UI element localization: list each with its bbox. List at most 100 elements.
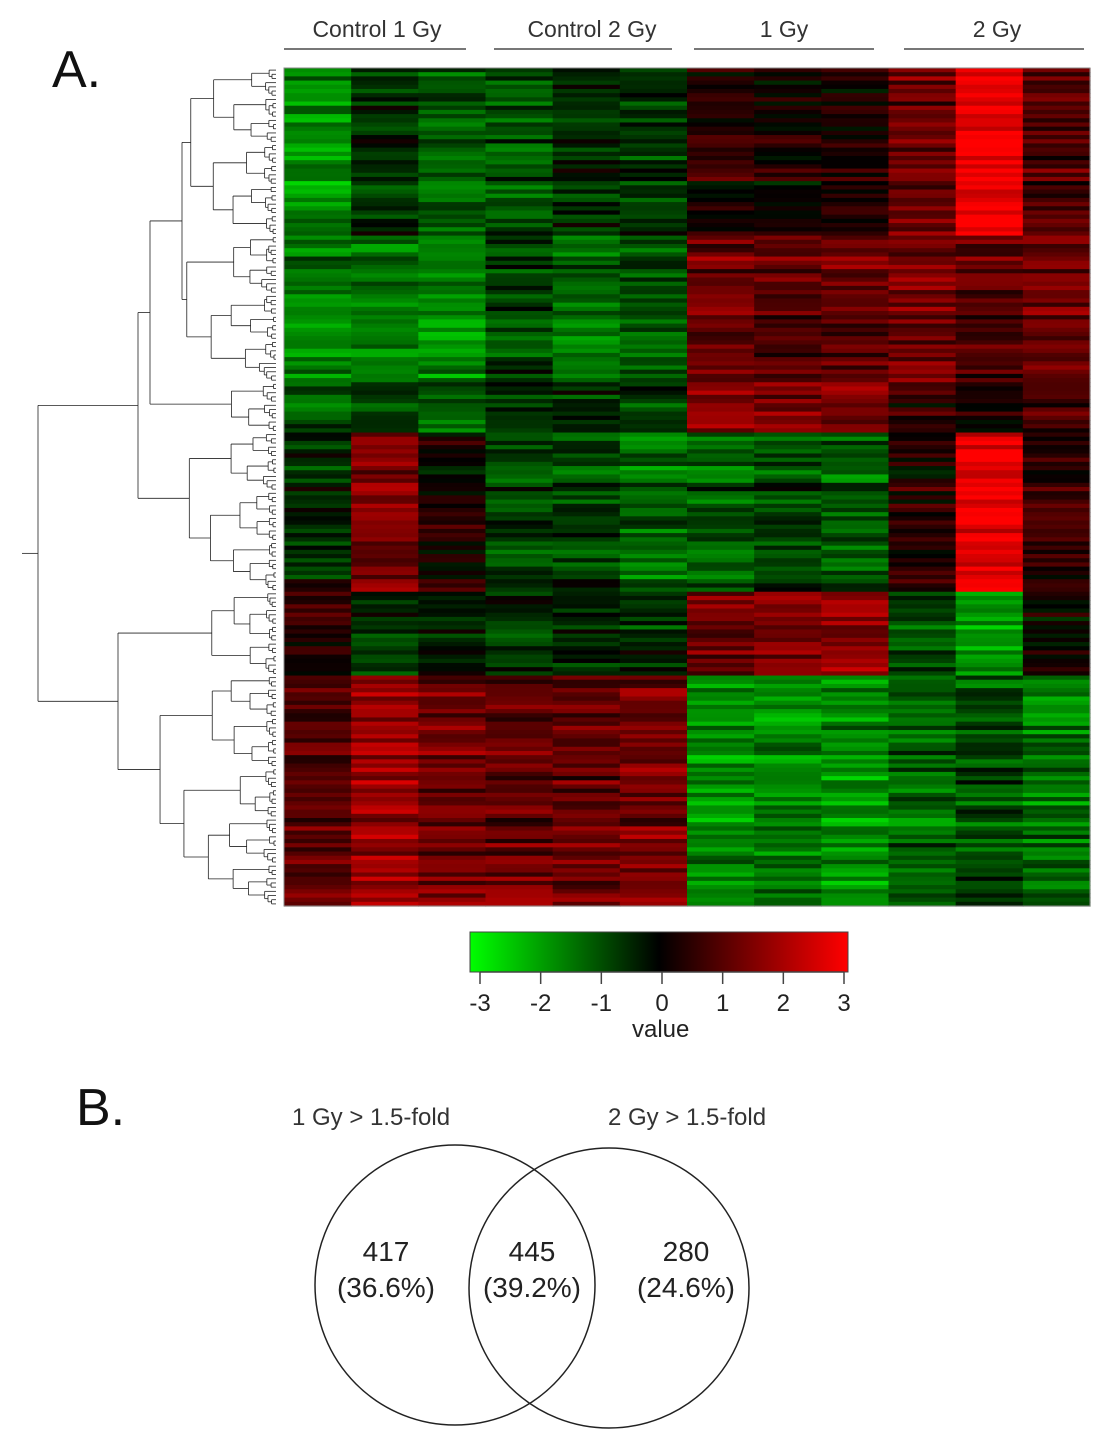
- heatmap-cell: [754, 474, 822, 480]
- heatmap-cell: [485, 285, 554, 291]
- heatmap-cell: [1022, 528, 1091, 534]
- heatmap-cell: [351, 549, 419, 555]
- heatmap-cell: [821, 424, 890, 429]
- heatmap-cell: [687, 562, 755, 568]
- heatmap-cell: [552, 901, 621, 907]
- heatmap-cell: [418, 130, 487, 136]
- heatmap-cell: [955, 570, 1024, 576]
- heatmap-cell: [888, 214, 957, 220]
- heatmap-cell: [284, 843, 352, 848]
- heatmap-cell: [619, 390, 688, 396]
- heatmap-cell: [1022, 838, 1091, 844]
- heatmap-cell: [821, 709, 890, 714]
- heatmap-cell: [821, 474, 890, 480]
- heatmap-cell: [687, 616, 755, 622]
- heatmap-cell: [619, 604, 688, 610]
- heatmap-cell: [888, 621, 957, 626]
- heatmap-cell: [687, 838, 755, 844]
- heatmap-cell: [687, 210, 755, 216]
- heatmap-cell: [418, 478, 487, 484]
- heatmap-cell: [284, 713, 352, 719]
- heatmap-cell: [754, 378, 822, 383]
- heatmap-cell: [687, 495, 755, 501]
- heatmap-cell: [284, 885, 352, 890]
- heatmap-cell: [284, 545, 352, 551]
- heatmap-cell: [351, 776, 419, 781]
- heatmap-cell: [955, 189, 1024, 195]
- heatmap-cell: [1022, 591, 1091, 597]
- heatmap-cell: [284, 834, 352, 840]
- heatmap-cell: [619, 214, 688, 220]
- heatmap-cell: [284, 487, 352, 492]
- heatmap-cell: [754, 658, 822, 664]
- heatmap-cell: [351, 273, 419, 279]
- heatmap-cell: [485, 859, 554, 865]
- heatmap-cell: [687, 160, 755, 165]
- heatmap-cell: [418, 143, 487, 149]
- heatmap-cell: [821, 382, 890, 388]
- heatmap-cell: [754, 461, 822, 467]
- heatmap-cell: [485, 679, 554, 685]
- heatmap-cell: [821, 256, 890, 262]
- heatmap-cell: [888, 696, 957, 702]
- heatmap-cell: [754, 235, 822, 241]
- heatmap-cell: [284, 319, 352, 325]
- heatmap-cell: [619, 302, 688, 308]
- heatmap-cell: [955, 755, 1024, 760]
- heatmap-cell: [552, 487, 621, 492]
- heatmap-cell: [888, 524, 957, 530]
- heatmap-cell: [888, 734, 957, 739]
- heatmap-cell: [619, 566, 688, 572]
- heatmap-cell: [485, 855, 554, 861]
- heatmap-cell: [1022, 671, 1091, 677]
- heatmap-cell: [619, 658, 688, 664]
- heatmap-cell: [821, 759, 890, 765]
- heatmap-cell: [687, 101, 755, 107]
- group-underline-2gy: [904, 48, 1084, 50]
- heatmap-cell: [1022, 88, 1091, 94]
- heatmap-cell: [888, 256, 957, 262]
- heatmap-cell: [754, 780, 822, 786]
- heatmap-cell: [418, 411, 487, 417]
- heatmap-cell: [821, 801, 890, 807]
- heatmap-cell: [955, 797, 1024, 802]
- heatmap-cell: [552, 587, 621, 593]
- heatmap-cell: [485, 876, 554, 882]
- heatmap-cell: [552, 813, 621, 819]
- heatmap-cell: [955, 759, 1024, 765]
- heatmap-cell: [418, 164, 487, 170]
- heatmap-cell: [619, 126, 688, 132]
- heatmap-cell: [1022, 432, 1091, 438]
- heatmap-cell: [485, 264, 554, 270]
- heatmap-cell: [1022, 679, 1091, 685]
- heatmap-cell: [284, 621, 352, 626]
- heatmap-cell: [821, 838, 890, 844]
- heatmap-cell: [1022, 688, 1091, 693]
- heatmap-cell: [955, 788, 1024, 794]
- heatmap-cell: [284, 361, 352, 367]
- heatmap-cell: [619, 637, 688, 643]
- heatmap-cell: [552, 105, 621, 111]
- heatmap-cell: [955, 704, 1024, 710]
- heatmap-cell: [619, 84, 688, 90]
- heatmap-cell: [485, 218, 554, 224]
- heatmap-cell: [754, 847, 822, 853]
- heatmap-cell: [552, 868, 621, 874]
- heatmap-cell: [687, 855, 755, 861]
- group-underline-control-2gy: [494, 48, 672, 50]
- heatmap-cell: [351, 654, 419, 660]
- heatmap-cell: [754, 889, 822, 895]
- heatmap-cell: [552, 633, 621, 639]
- heatmap-cell: [687, 361, 755, 367]
- heatmap-cell: [284, 570, 352, 576]
- heatmap-cell: [351, 750, 419, 756]
- heatmap-cell: [418, 436, 487, 442]
- heatmap-cell: [284, 331, 352, 337]
- heatmap-cell: [485, 315, 554, 320]
- heatmap-cell: [552, 872, 621, 878]
- heatmap-cell: [888, 419, 957, 425]
- heatmap-cell: [485, 369, 554, 375]
- heatmap-cell: [955, 319, 1024, 325]
- heatmap-cell: [485, 164, 554, 170]
- heatmap-cell: [284, 830, 352, 836]
